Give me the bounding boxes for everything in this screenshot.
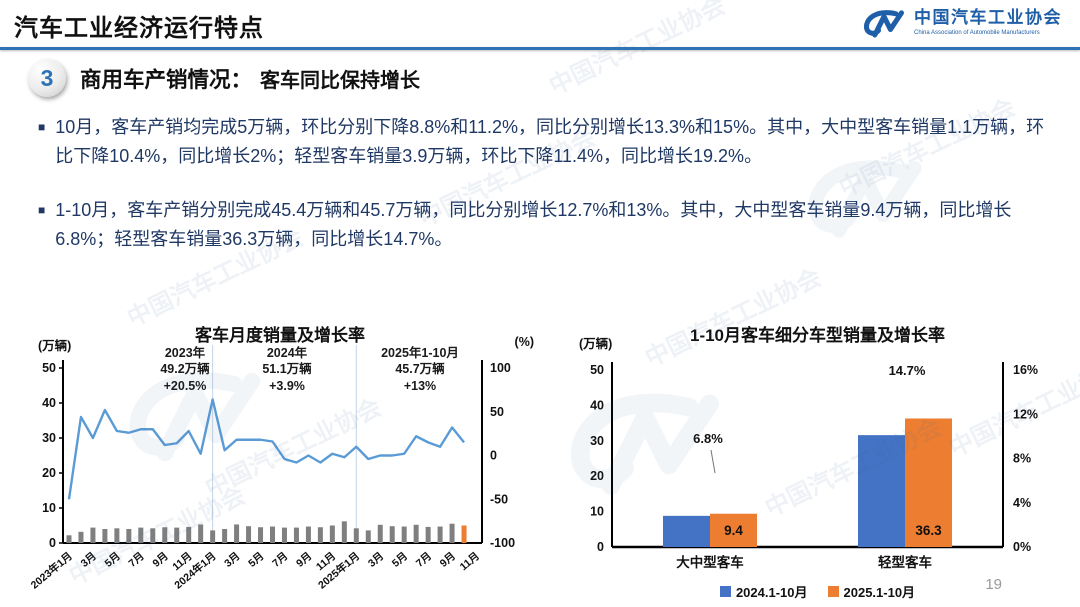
page-title: 汽车工业经济运行特点 — [14, 15, 264, 42]
header-divider — [0, 47, 1080, 50]
chart-legend: 2024.1-10月 2025.1-10月 — [565, 582, 1070, 601]
bullet-text-ytd: 1-10月，客车产销分别完成45.4万辆和45.7万辆，同比分别增长12.7%和… — [55, 200, 1012, 250]
caam-logo-icon — [863, 10, 905, 38]
svg-text:12%: 12% — [1013, 407, 1038, 421]
svg-text:50: 50 — [590, 363, 604, 377]
svg-text:大中型客车: 大中型客车 — [676, 554, 744, 570]
svg-text:3月: 3月 — [366, 550, 386, 570]
page-number: 19 — [985, 576, 1002, 593]
svg-text:10: 10 — [42, 501, 56, 515]
left-chart-title: 客车月度销量及增长率 — [195, 326, 365, 345]
bullet-marker-icon: ■ — [38, 203, 46, 218]
svg-text:16%: 16% — [1013, 363, 1038, 377]
svg-text:轻型客车: 轻型客车 — [878, 554, 932, 570]
svg-text:30: 30 — [42, 431, 56, 445]
caam-logo: 中国汽车工业协会 China Association of Automobile… — [861, 5, 1062, 41]
svg-text:-50: -50 — [490, 492, 508, 506]
svg-text:50: 50 — [490, 405, 504, 419]
svg-text:30: 30 — [590, 434, 604, 448]
left-axis-unit-label: (万辆) — [38, 339, 72, 353]
section-number-badge: 3 — [28, 59, 66, 97]
svg-text:3月: 3月 — [222, 550, 242, 570]
svg-text:5月: 5月 — [390, 550, 410, 570]
segment-axis-unit-label: (万辆) — [579, 337, 613, 351]
svg-text:9月: 9月 — [438, 550, 458, 570]
svg-text:9月: 9月 — [294, 550, 314, 570]
right-axis-unit-label: (%) — [514, 335, 534, 349]
svg-text:0%: 0% — [1013, 540, 1031, 554]
svg-text:9月: 9月 — [150, 550, 170, 570]
svg-text:40: 40 — [590, 398, 604, 412]
monthly-sales-growth-chart: 客车月度销量及增长率 (万辆) (%) 0 10 20 30 40 50 -100 -50 0 5… — [20, 315, 540, 607]
svg-text:0: 0 — [49, 536, 56, 550]
segment-chart-canvas: 0 10 20 30 40 50 0% 4% 8% 12% 16% 9.4 36.3 6.8% 14.7% 大… — [590, 362, 1038, 570]
bullet-paragraph: ■ 10月，客车产销均完成5万辆，环比分别下降8.8%和11.2%，同比分别增长… — [36, 113, 1052, 171]
svg-text:100: 100 — [490, 361, 511, 375]
section-number: 3 — [40, 64, 54, 91]
svg-text:11月: 11月 — [458, 550, 482, 573]
svg-text:36.3: 36.3 — [915, 523, 942, 538]
svg-text:5月: 5月 — [246, 550, 266, 570]
svg-text:7月: 7月 — [270, 550, 290, 570]
svg-text:5月: 5月 — [103, 550, 123, 570]
svg-text:9.4: 9.4 — [724, 523, 743, 538]
svg-text:7月: 7月 — [414, 550, 434, 570]
logo-name-cn: 中国汽车工业协会 — [914, 8, 1062, 28]
svg-text:8%: 8% — [1013, 452, 1031, 466]
year-annotation: 2025年1-10月 45.7万辆 +13% — [381, 346, 459, 393]
legend-item-2024: 2024.1-10月 — [719, 582, 808, 601]
bullet-text-october: 10月，客车产销均完成5万辆，环比分别下降8.8%和11.2%，同比分别增长13… — [55, 117, 1045, 167]
section-heading: 3 商用车产销情况： 客车同比保持增长 — [28, 59, 420, 97]
svg-text:3月: 3月 — [79, 550, 99, 570]
svg-text:10: 10 — [590, 505, 604, 519]
svg-text:6.8%: 6.8% — [693, 431, 723, 446]
bullet-paragraph: ■ 1-10月，客车产销分别完成45.4万辆和45.7万辆，同比分别增长12.7… — [36, 196, 1052, 254]
legend-label-2024: 2024.1-10月 — [735, 585, 808, 600]
bullet-list: ■ 10月，客车产销均完成5万辆，环比分别下降8.8%和11.2%，同比分别增长… — [36, 113, 1052, 280]
year-annotation: 2024年 51.1万辆 +3.9% — [262, 346, 312, 393]
section-title: 商用车产销情况： — [80, 67, 253, 92]
svg-text:7月: 7月 — [127, 550, 147, 570]
legend-label-2025: 2025.1-10月 — [843, 585, 916, 600]
svg-text:20: 20 — [42, 466, 56, 480]
svg-text:0: 0 — [597, 540, 604, 554]
svg-text:4%: 4% — [1013, 496, 1031, 510]
svg-text:50: 50 — [42, 361, 56, 375]
legend-swatch-2024 — [719, 586, 731, 597]
svg-text:0: 0 — [490, 449, 497, 463]
right-chart-title: 1-10月客车细分车型销量及增长率 — [689, 326, 946, 345]
svg-text:2023年1月: 2023年1月 — [28, 549, 75, 591]
bullet-marker-icon: ■ — [38, 120, 46, 134]
watermark: 中国汽车工业协会 — [545, 0, 730, 101]
legend-swatch-2025 — [827, 586, 839, 597]
svg-text:14.7%: 14.7% — [889, 363, 926, 378]
segment-sales-chart: 1-10月客车细分车型销量及增长率 (万辆) 0 10 20 30 40 50 0% 4% 8%… — [565, 315, 1070, 607]
year-annotation: 2023年 49.2万辆 +20.5% — [160, 346, 210, 393]
logo-name-en: China Association of Automobile Manufact… — [914, 30, 1040, 37]
legend-item-2025: 2025.1-10月 — [827, 582, 916, 601]
svg-text:-100: -100 — [490, 536, 515, 550]
svg-text:20: 20 — [590, 469, 604, 483]
svg-text:40: 40 — [42, 396, 56, 410]
section-subtitle: 客车同比保持增长 — [260, 69, 421, 92]
